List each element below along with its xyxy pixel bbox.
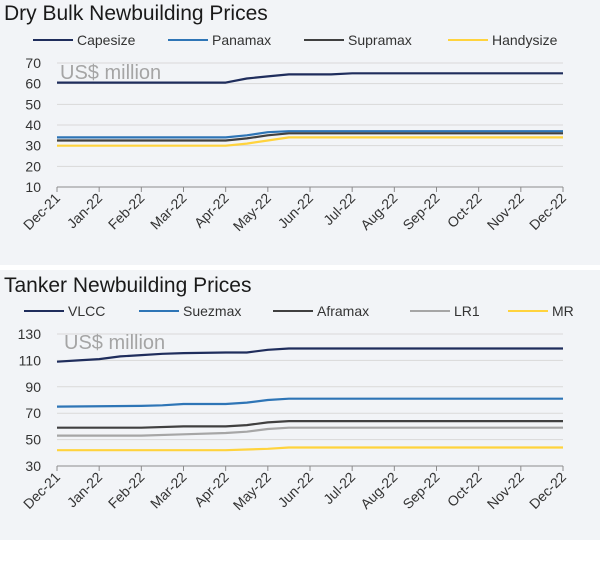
- legend-swatch: [168, 39, 208, 41]
- y-tick-label: 60: [25, 76, 41, 92]
- unit-annotation: US$ million: [60, 62, 162, 84]
- y-tick-label: 130: [18, 326, 42, 342]
- legend-swatch: [139, 310, 179, 312]
- tanker-line-chart: 30 50 70 90 110 130 Dec-21 Jan-22 Feb-22 Mar-22 Ap…: [18, 326, 570, 513]
- x-tick-label: Feb-22: [105, 469, 148, 512]
- legend-label: Handysize: [492, 32, 558, 48]
- y-tick-label: 50: [25, 432, 41, 448]
- y-tick-label: 70: [25, 55, 41, 71]
- legend-label: VLCC: [68, 303, 106, 319]
- legend-label: MR: [552, 303, 574, 319]
- legend-label: Supramax: [348, 32, 412, 48]
- x-tick-label: Jun-22: [275, 190, 317, 232]
- series-line-handysize: [57, 136, 563, 147]
- unit-annotation: US$ million: [64, 332, 166, 354]
- y-tick-label: 70: [25, 405, 41, 421]
- legend-swatch: [273, 310, 313, 312]
- legend-swatch: [410, 310, 450, 312]
- x-tick-label: Dec-22: [526, 190, 569, 233]
- series-line-vlcc: [56, 347, 563, 363]
- x-tick-label: Feb-22: [105, 190, 148, 233]
- dry-bulk-line-chart: 10 20 30 40 50 60 70 Dec-21 Jan-22 Feb-22 Mar-22 Ap…: [20, 55, 569, 234]
- x-tick-label: Oct-22: [444, 469, 485, 510]
- x-tick-label: Dec-21: [20, 190, 63, 233]
- y-tick-label: 110: [19, 352, 42, 368]
- legend-label: LR1: [454, 303, 480, 319]
- series-line-panamax: [57, 130, 563, 139]
- tanker-chart-panel: Tanker Newbuilding Prices VLCC Suezmax A…: [0, 270, 600, 540]
- legend-label: Panamax: [212, 32, 272, 48]
- y-tick-label: 40: [25, 117, 41, 133]
- series-line-suezmax: [56, 397, 563, 408]
- y-tick-label: 90: [25, 379, 41, 395]
- x-tick-label: Nov-22: [484, 469, 527, 512]
- dry-bulk-chart-panel: Dry Bulk Newbuilding Prices Capesize Pan…: [0, 0, 600, 265]
- x-tick-label: Oct-22: [444, 190, 485, 231]
- x-tick-label: Jul-22: [320, 190, 358, 228]
- legend-swatch: [33, 39, 73, 41]
- x-tick-label: Jan-22: [64, 190, 106, 232]
- x-tick-label: Jun-22: [275, 469, 317, 511]
- x-tick-label: Dec-21: [20, 469, 63, 512]
- chart-title: Dry Bulk Newbuilding Prices: [4, 2, 268, 25]
- x-tick-label: Sep-22: [399, 469, 442, 512]
- series-line-aframax: [57, 420, 563, 429]
- x-tick-label: Apr-22: [191, 469, 232, 510]
- x-tick-label: Dec-22: [526, 469, 569, 512]
- series-line-capesize: [57, 72, 563, 84]
- x-tick-label: Jul-22: [320, 469, 358, 507]
- legend-swatch: [508, 310, 548, 312]
- legend-swatch: [448, 39, 488, 41]
- x-tick-label: Nov-22: [484, 190, 527, 233]
- y-tick-label: 50: [25, 96, 41, 112]
- legend-swatch: [24, 310, 64, 312]
- legend-label: Aframax: [317, 303, 370, 319]
- x-tick-label: Mar-22: [147, 469, 190, 512]
- series-line-lr1: [57, 426, 563, 437]
- x-tick-label: May-22: [230, 469, 274, 513]
- legend-swatch: [304, 39, 344, 41]
- x-tick-label: Aug-22: [357, 190, 400, 233]
- legend-label: Suezmax: [183, 303, 242, 319]
- y-tick-label: 10: [25, 179, 41, 195]
- x-tick-label: Aug-22: [357, 469, 400, 512]
- chart-title: Tanker Newbuilding Prices: [4, 274, 252, 297]
- legend-label: Capesize: [77, 32, 136, 48]
- x-tick-label: Apr-22: [191, 190, 232, 231]
- y-tick-label: 20: [25, 158, 41, 174]
- y-tick-label: 30: [25, 458, 41, 474]
- y-tick-label: 30: [25, 138, 41, 154]
- series-line-supramax: [57, 132, 563, 142]
- x-tick-label: Mar-22: [147, 190, 190, 233]
- x-tick-label: Sep-22: [399, 190, 442, 233]
- series-line-mr: [57, 446, 563, 452]
- x-tick-label: May-22: [230, 190, 274, 234]
- x-tick-label: Jan-22: [64, 469, 106, 511]
